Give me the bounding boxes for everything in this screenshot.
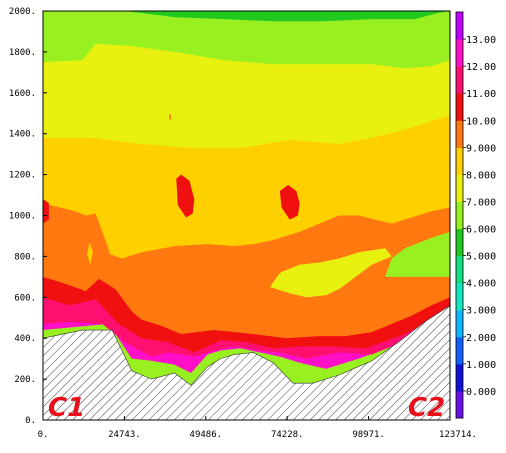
y-tick-label: 600. xyxy=(14,293,36,303)
colorbar-segment xyxy=(456,336,463,365)
x-tick-label: 49486. xyxy=(190,430,223,440)
contour-band-level-5 xyxy=(125,11,450,22)
contour-feature-7 xyxy=(168,231,177,245)
x-tick-label: 123714. xyxy=(439,430,477,440)
y-tick-label: 400. xyxy=(14,334,36,344)
x-tick-label: 98971. xyxy=(352,430,385,440)
colorbar-label: 12.00 xyxy=(466,62,496,73)
contour-band-level-6 xyxy=(43,11,450,69)
colorbar-label: 13.00 xyxy=(466,35,496,46)
x-tick-label: 24743. xyxy=(108,430,141,440)
colorbar-label: 3.000 xyxy=(466,306,496,317)
colorbar-segment xyxy=(456,66,463,94)
colorbar-label: 2.000 xyxy=(466,333,496,344)
contour-feature-2 xyxy=(385,231,450,277)
colorbar-segment xyxy=(456,255,463,284)
colorbar-segment xyxy=(456,120,463,148)
colorbar-segment xyxy=(456,390,463,419)
x-tick-label: 74228. xyxy=(271,430,304,440)
contour-feature-6 xyxy=(87,242,94,265)
colorbar-segment xyxy=(456,147,463,175)
x-axis: 0. 24743. 49486. 74228. 98971. 123714. xyxy=(38,416,477,440)
y-tick-label: 0. xyxy=(25,416,36,426)
colorbar-label: 1.000 xyxy=(466,360,496,371)
terrain xyxy=(43,305,450,420)
contour-feature-4 xyxy=(279,184,300,220)
y-tick-label: 1200. xyxy=(9,171,36,181)
colorbar-segment xyxy=(456,201,463,230)
colorbar-label: 5.000 xyxy=(466,252,496,263)
annotation-c1: C1 xyxy=(48,393,85,423)
y-tick-label: 1000. xyxy=(9,212,36,222)
colorbar-segment xyxy=(456,228,463,257)
y-tick-label: 1800. xyxy=(9,48,36,58)
contour-feature-0 xyxy=(269,248,392,298)
colorbar: 0.000 1.000 2.000 3.000 4.000 5.000 6.000 7.000… xyxy=(455,11,496,419)
colorbar-segment xyxy=(456,363,463,392)
y-tick-label: 200. xyxy=(14,375,36,385)
colorbar-frame xyxy=(455,11,464,419)
colorbar-segment xyxy=(456,12,463,40)
colorbar-label: 9.000 xyxy=(466,143,496,154)
contour-feature-8 xyxy=(169,113,172,122)
contour-feature-3 xyxy=(176,174,195,218)
colorbar-label: 4.000 xyxy=(466,279,496,290)
colorbar-segment xyxy=(456,174,463,202)
plot-area xyxy=(43,11,450,420)
colorbar-label: 7.000 xyxy=(466,197,496,208)
y-tick-label: 1600. xyxy=(9,89,36,99)
colorbar-label: 11.00 xyxy=(466,89,496,100)
y-tick-label: 1400. xyxy=(9,130,36,140)
colorbar-label: 8.000 xyxy=(466,170,496,181)
annotation-c2: C2 xyxy=(408,393,445,423)
colorbar-label: 6.000 xyxy=(466,225,496,236)
colorbar-segment xyxy=(456,39,463,67)
y-tick-label: 800. xyxy=(14,252,36,262)
colorbar-segment xyxy=(456,93,463,121)
y-axis: 0. 200. 400. 600. 800. 1000. 1200. 1400. 1600. 18… xyxy=(9,7,47,426)
colorbar-segment xyxy=(456,282,463,311)
y-tick-label: 2000. xyxy=(9,7,36,17)
colorbar-label: 10.00 xyxy=(466,116,496,127)
colorbar-segment xyxy=(456,309,463,338)
contour-feature-5 xyxy=(43,199,49,224)
x-tick-label: 0. xyxy=(38,430,49,440)
colorbar-label: 0.000 xyxy=(466,387,496,398)
